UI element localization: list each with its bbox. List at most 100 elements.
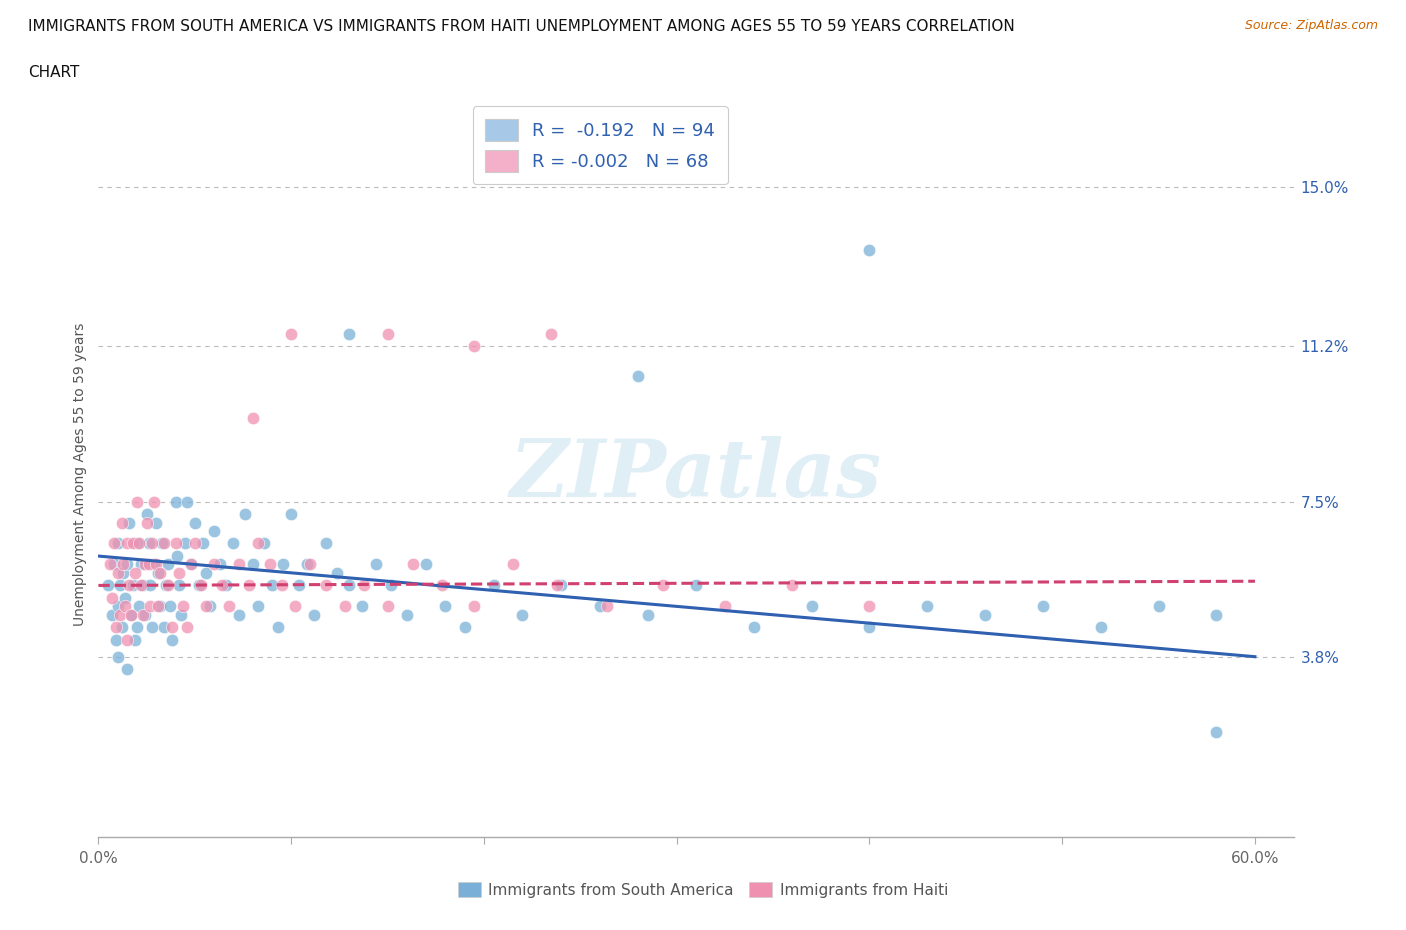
Point — [180, 557, 202, 572]
Point — [174, 536, 197, 551]
Point — [153, 620, 176, 635]
Point — [377, 326, 399, 341]
Point — [637, 607, 659, 622]
Point — [228, 557, 250, 572]
Point — [218, 599, 240, 614]
Point — [101, 607, 124, 622]
Point — [917, 599, 939, 614]
Point — [280, 326, 302, 341]
Point — [112, 557, 135, 572]
Point — [295, 557, 318, 572]
Point — [401, 557, 423, 572]
Point — [107, 536, 129, 551]
Point — [315, 536, 337, 551]
Point — [124, 632, 146, 647]
Point — [166, 549, 188, 564]
Point — [550, 578, 572, 592]
Point — [502, 557, 524, 572]
Point — [118, 578, 141, 592]
Point — [120, 607, 142, 622]
Point — [588, 599, 610, 614]
Point — [117, 662, 139, 677]
Point — [326, 565, 349, 580]
Point — [98, 557, 121, 572]
Point — [125, 620, 148, 635]
Point — [202, 524, 225, 538]
Point — [104, 632, 127, 647]
Point — [172, 599, 194, 614]
Point — [238, 578, 260, 592]
Point — [165, 494, 187, 509]
Text: CHART: CHART — [28, 65, 80, 80]
Point — [134, 607, 156, 622]
Point — [800, 599, 823, 614]
Point — [135, 515, 157, 530]
Text: IMMIGRANTS FROM SOUTH AMERICA VS IMMIGRANTS FROM HAITI UNEMPLOYMENT AMONG AGES 5: IMMIGRANTS FROM SOUTH AMERICA VS IMMIGRA… — [28, 19, 1015, 33]
Legend: Immigrants from South America, Immigrants from Haiti: Immigrants from South America, Immigrant… — [451, 876, 955, 904]
Point — [184, 515, 207, 530]
Point — [463, 599, 485, 614]
Point — [288, 578, 311, 592]
Point — [782, 578, 804, 592]
Point — [415, 557, 437, 572]
Point — [434, 599, 457, 614]
Y-axis label: Unemployment Among Ages 55 to 59 years: Unemployment Among Ages 55 to 59 years — [73, 323, 87, 626]
Point — [430, 578, 453, 592]
Point — [141, 620, 163, 635]
Point — [208, 557, 231, 572]
Point — [148, 565, 170, 580]
Point — [858, 620, 880, 635]
Point — [145, 515, 167, 530]
Point — [337, 326, 360, 341]
Point — [107, 649, 129, 664]
Point — [107, 599, 129, 614]
Point — [122, 536, 145, 551]
Point — [139, 578, 162, 592]
Point — [260, 578, 283, 592]
Point — [190, 578, 212, 592]
Point — [395, 607, 418, 622]
Point — [153, 536, 176, 551]
Point — [176, 620, 198, 635]
Point — [159, 599, 181, 614]
Point — [652, 578, 675, 592]
Point — [1205, 724, 1227, 739]
Point — [169, 565, 191, 580]
Point — [1147, 599, 1170, 614]
Point — [463, 339, 485, 353]
Point — [482, 578, 505, 592]
Point — [129, 557, 152, 572]
Point — [143, 494, 166, 509]
Point — [125, 536, 148, 551]
Point — [546, 578, 568, 592]
Point — [191, 536, 214, 551]
Point — [540, 326, 562, 341]
Point — [135, 507, 157, 522]
Point — [117, 632, 139, 647]
Point — [228, 607, 250, 622]
Point — [108, 607, 131, 622]
Point — [176, 494, 198, 509]
Point — [337, 578, 360, 592]
Point — [974, 607, 997, 622]
Point — [132, 578, 155, 592]
Point — [124, 565, 146, 580]
Point — [110, 515, 132, 530]
Point — [242, 410, 264, 425]
Point — [150, 536, 173, 551]
Point — [247, 536, 270, 551]
Point — [107, 565, 129, 580]
Point — [155, 578, 177, 592]
Point — [364, 557, 387, 572]
Point — [195, 565, 218, 580]
Point — [596, 599, 619, 614]
Point — [117, 557, 139, 572]
Point — [1205, 607, 1227, 622]
Point — [120, 607, 142, 622]
Point — [170, 607, 193, 622]
Point — [104, 620, 127, 635]
Point — [103, 557, 125, 572]
Point — [858, 243, 880, 258]
Point — [259, 557, 281, 572]
Point — [138, 557, 160, 572]
